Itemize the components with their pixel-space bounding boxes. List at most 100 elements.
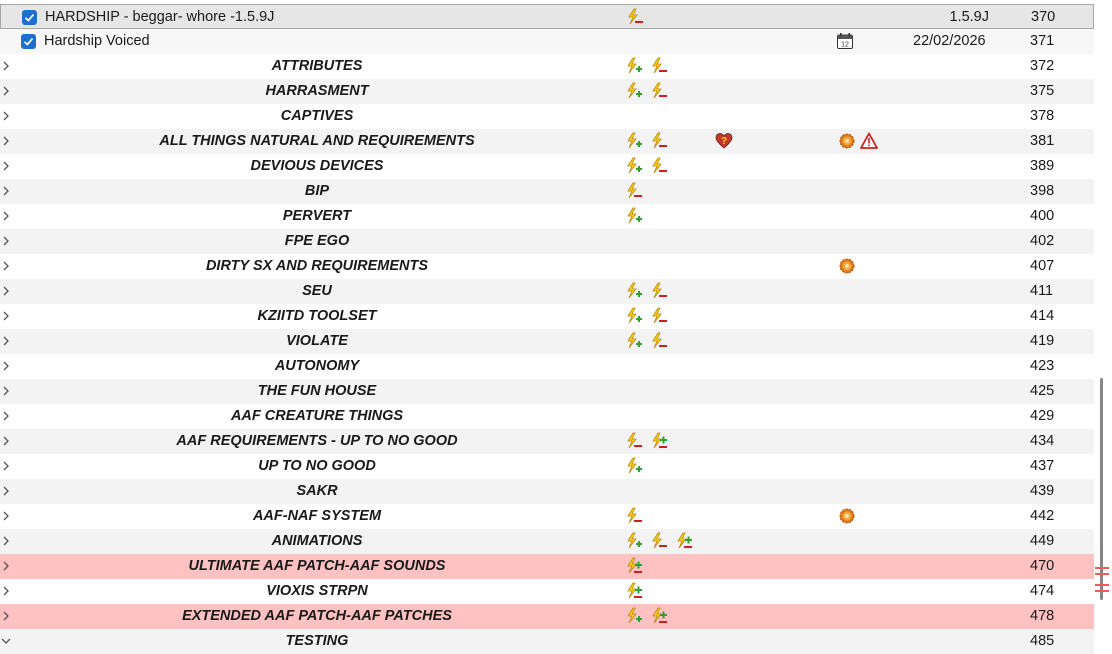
mod-priority: 429 — [1030, 408, 1055, 424]
mod-priority: 470 — [1030, 558, 1055, 574]
separator-row[interactable]: VIOLATE 419 — [0, 329, 1094, 354]
mod-name: Hardship Voiced — [44, 33, 150, 49]
mod-priority: 474 — [1030, 583, 1055, 599]
scrollbar-track[interactable] — [1094, 0, 1112, 652]
mod-list: HARDSHIP - beggar- whore -1.5.9J 1.5.9J 37… — [0, 4, 1094, 654]
separator-row[interactable]: AAF REQUIREMENTS - UP TO NO GOOD 434 — [0, 429, 1094, 454]
chevron-right-icon[interactable] — [0, 435, 12, 447]
separator-name: THE FUN HOUSE — [257, 383, 377, 399]
chevron-right-icon[interactable] — [0, 535, 12, 547]
separator-name: SEU — [302, 283, 332, 299]
enabled-checkbox[interactable] — [22, 10, 37, 25]
chevron-right-icon[interactable] — [0, 610, 12, 622]
chevron-right-icon[interactable] — [0, 335, 12, 347]
mod-priority: 407 — [1030, 258, 1055, 274]
lightning-plus-icon — [625, 82, 643, 100]
chevron-right-icon[interactable] — [0, 160, 12, 172]
lightning-minus-icon — [650, 282, 668, 300]
lightning-plus-icon — [625, 457, 643, 475]
mod-row[interactable]: HARDSHIP - beggar- whore -1.5.9J 1.5.9J 37… — [0, 4, 1094, 29]
lightning-plus-icon — [625, 157, 643, 175]
mod-priority: 400 — [1030, 208, 1055, 224]
separator-row[interactable]: KZIITD TOOLSET 414 — [0, 304, 1094, 329]
scrollbar-conflict-marker — [1095, 567, 1109, 569]
separator-row[interactable]: ALL THINGS NATURAL AND REQUIREMENTS? 381 — [0, 129, 1094, 154]
separator-row[interactable]: DIRTY SX AND REQUIREMENTS 407 — [0, 254, 1094, 279]
gear-icon — [838, 132, 856, 150]
mod-priority: 378 — [1030, 108, 1055, 124]
separator-name: AAF CREATURE THINGS — [230, 408, 404, 424]
scrollbar-conflict-marker — [1095, 584, 1109, 586]
mod-install-date: 22/02/2026 — [913, 33, 986, 49]
separator-row[interactable]: AAF-NAF SYSTEM 442 — [0, 504, 1094, 529]
separator-row[interactable]: BIP 398 — [0, 179, 1094, 204]
chevron-right-icon[interactable] — [0, 135, 12, 147]
lightning-plus-icon — [625, 57, 643, 75]
separator-name: TESTING — [285, 633, 349, 649]
separator-row[interactable]: ANIMATIONS 449 — [0, 529, 1094, 554]
separator-name: SAKR — [296, 483, 338, 499]
chevron-right-icon[interactable] — [0, 510, 12, 522]
chevron-right-icon[interactable] — [0, 410, 12, 422]
mod-priority: 371 — [1030, 33, 1055, 49]
mod-row[interactable]: Hardship Voiced 12 22/02/2026 371 — [0, 29, 1094, 54]
separator-name: HARRASMENT — [265, 83, 369, 99]
svg-text:12: 12 — [841, 42, 849, 49]
separator-row[interactable]: CAPTIVES 378 — [0, 104, 1094, 129]
separator-row[interactable]: PERVERT 400 — [0, 204, 1094, 229]
heart-question-icon: ? — [715, 132, 733, 150]
chevron-right-icon[interactable] — [0, 185, 12, 197]
lightning-plus-minus-icon — [625, 582, 643, 600]
scrollbar-conflict-marker — [1095, 573, 1109, 575]
chevron-right-icon[interactable] — [0, 460, 12, 472]
chevron-right-icon[interactable] — [0, 285, 12, 297]
separator-row[interactable]: ULTIMATE AAF PATCH-AAF SOUNDS 470 — [0, 554, 1094, 579]
chevron-right-icon[interactable] — [0, 260, 12, 272]
chevron-down-icon[interactable] — [0, 635, 12, 647]
lightning-plus-icon — [625, 532, 643, 550]
lightning-plus-icon — [625, 132, 643, 150]
lightning-minus-icon — [650, 57, 668, 75]
mod-name: HARDSHIP - beggar- whore -1.5.9J — [45, 9, 275, 25]
chevron-right-icon[interactable] — [0, 235, 12, 247]
separator-row[interactable]: TESTING 485 — [0, 629, 1094, 654]
separator-row[interactable]: ATTRIBUTES 372 — [0, 54, 1094, 79]
separator-row[interactable]: UP TO NO GOOD 437 — [0, 454, 1094, 479]
lightning-minus-icon — [650, 157, 668, 175]
mod-priority: 423 — [1030, 358, 1055, 374]
lightning-plus-minus-icon — [625, 557, 643, 575]
separator-row[interactable]: SEU 411 — [0, 279, 1094, 304]
lightning-plus-minus-icon — [650, 432, 668, 450]
separator-row[interactable]: AAF CREATURE THINGS 429 — [0, 404, 1094, 429]
separator-row[interactable]: SAKR 439 — [0, 479, 1094, 504]
separator-name: CAPTIVES — [280, 108, 354, 124]
chevron-right-icon[interactable] — [0, 85, 12, 97]
chevron-right-icon[interactable] — [0, 60, 12, 72]
chevron-right-icon[interactable] — [0, 585, 12, 597]
separator-name: DEVIOUS DEVICES — [250, 158, 384, 174]
separator-name: AAF REQUIREMENTS - UP TO NO GOOD — [176, 433, 458, 449]
scrollbar-thumb[interactable] — [1100, 378, 1103, 600]
separator-name: KZIITD TOOLSET — [257, 308, 377, 324]
lightning-plus-minus-icon — [650, 607, 668, 625]
separator-row[interactable]: DEVIOUS DEVICES 389 — [0, 154, 1094, 179]
chevron-right-icon[interactable] — [0, 385, 12, 397]
chevron-right-icon[interactable] — [0, 485, 12, 497]
chevron-right-icon[interactable] — [0, 560, 12, 572]
separator-row[interactable]: FPE EGO 402 — [0, 229, 1094, 254]
chevron-right-icon[interactable] — [0, 110, 12, 122]
separator-row[interactable]: THE FUN HOUSE 425 — [0, 379, 1094, 404]
separator-row[interactable]: AUTONOMY 423 — [0, 354, 1094, 379]
chevron-right-icon[interactable] — [0, 310, 12, 322]
separator-name: ATTRIBUTES — [271, 58, 363, 74]
separator-row[interactable]: VIOXIS STRPN 474 — [0, 579, 1094, 604]
chevron-right-icon[interactable] — [0, 210, 12, 222]
enabled-checkbox[interactable] — [21, 34, 36, 49]
lightning-plus-icon — [625, 332, 643, 350]
separator-row[interactable]: EXTENDED AAF PATCH-AAF PATCHES 478 — [0, 604, 1094, 629]
chevron-right-icon[interactable] — [0, 360, 12, 372]
lightning-plus-icon — [625, 282, 643, 300]
separator-row[interactable]: HARRASMENT 375 — [0, 79, 1094, 104]
mod-version: 1.5.9J — [949, 9, 990, 25]
mod-priority: 402 — [1030, 233, 1055, 249]
